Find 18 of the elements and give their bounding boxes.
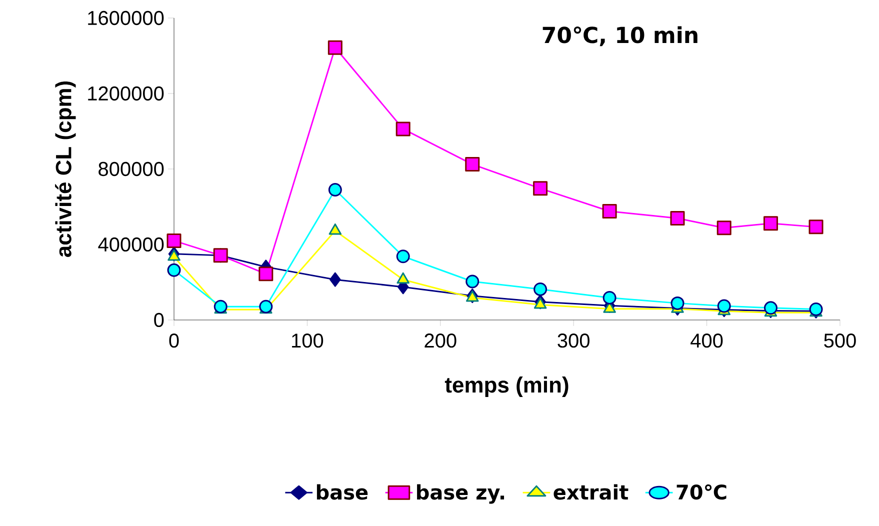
y-tick-label: 0 bbox=[154, 312, 164, 328]
legend-label: base bbox=[316, 484, 368, 500]
x-tick-label: 0 bbox=[169, 334, 179, 348]
y-tick-label: 800000 bbox=[98, 162, 164, 176]
x-axis-title: temps (min) bbox=[444, 376, 568, 398]
legend-label: extrait bbox=[554, 484, 628, 500]
x-tick-label: 400 bbox=[690, 334, 723, 348]
y-axis-title: activité CL (cpm) bbox=[55, 81, 76, 257]
x-tick-label: 100 bbox=[292, 334, 324, 348]
legend-label: 70℃ bbox=[676, 484, 726, 500]
y-tick-label: 400000 bbox=[98, 237, 164, 252]
y-tick-label: 1600000 bbox=[88, 10, 164, 26]
x-tick-label: 200 bbox=[424, 334, 456, 348]
x-tick-label: 300 bbox=[558, 334, 590, 348]
chart-title: 70℃, 10 min bbox=[542, 26, 698, 46]
x-tick-label: 500 bbox=[824, 334, 856, 348]
legend-label: base zy. bbox=[417, 484, 504, 504]
y-tick-label: 1200000 bbox=[88, 86, 164, 101]
